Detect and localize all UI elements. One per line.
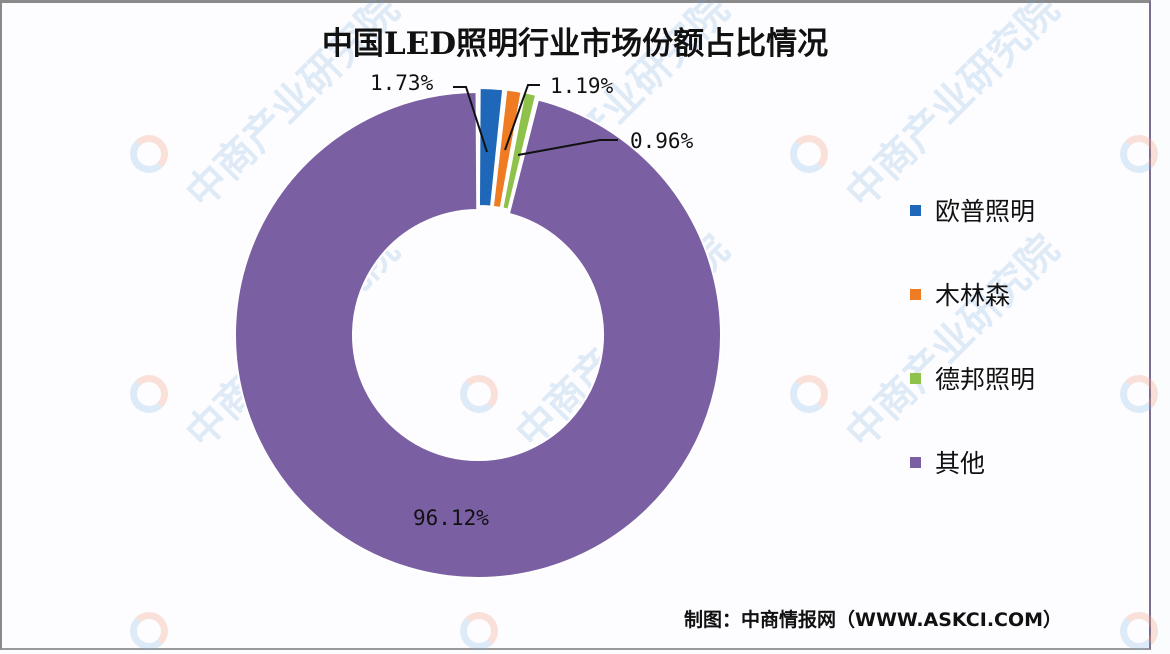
legend-label: 其他 <box>935 449 986 478</box>
legend-label: 木林森 <box>935 281 1011 310</box>
legend-swatch-icon <box>910 288 921 300</box>
data-label-other: 96.12% <box>413 506 489 530</box>
legend-swatch-icon <box>910 372 921 384</box>
source-credit: 制图：中商情报网（WWW.ASKCI.COM） <box>684 609 1063 631</box>
donut-slice-other[interactable] <box>234 90 722 579</box>
chart-title: 中国LED照明行业市场份额占比情况 <box>321 26 829 62</box>
leader-lines <box>453 84 618 156</box>
legend-swatch-icon <box>910 204 921 216</box>
legend-item-oupu[interactable]: 欧普照明 <box>910 168 1035 252</box>
donut-slice-mulinsen[interactable] <box>491 88 523 210</box>
donut-slices <box>234 87 722 579</box>
legend-label: 欧普照明 <box>935 197 1036 226</box>
legend-swatch-icon <box>910 456 921 468</box>
donut-slice-oupu[interactable] <box>477 87 505 208</box>
data-label-oupu: 1.73% <box>370 71 434 95</box>
donut-slice-debang[interactable] <box>501 91 538 211</box>
legend-item-debang[interactable]: 德邦照明 <box>910 336 1035 420</box>
legend-label: 德邦照明 <box>935 365 1036 394</box>
leader-line-mulinsen <box>504 84 540 151</box>
leader-line-oupu <box>453 86 488 153</box>
legend-item-mulinsen[interactable]: 木林森 <box>910 252 1010 336</box>
leader-line-debang <box>517 139 618 156</box>
data-label-debang: 0.96% <box>630 129 694 153</box>
legend-item-other[interactable]: 其他 <box>910 420 985 504</box>
data-label-mulinsen: 1.19% <box>550 74 614 98</box>
